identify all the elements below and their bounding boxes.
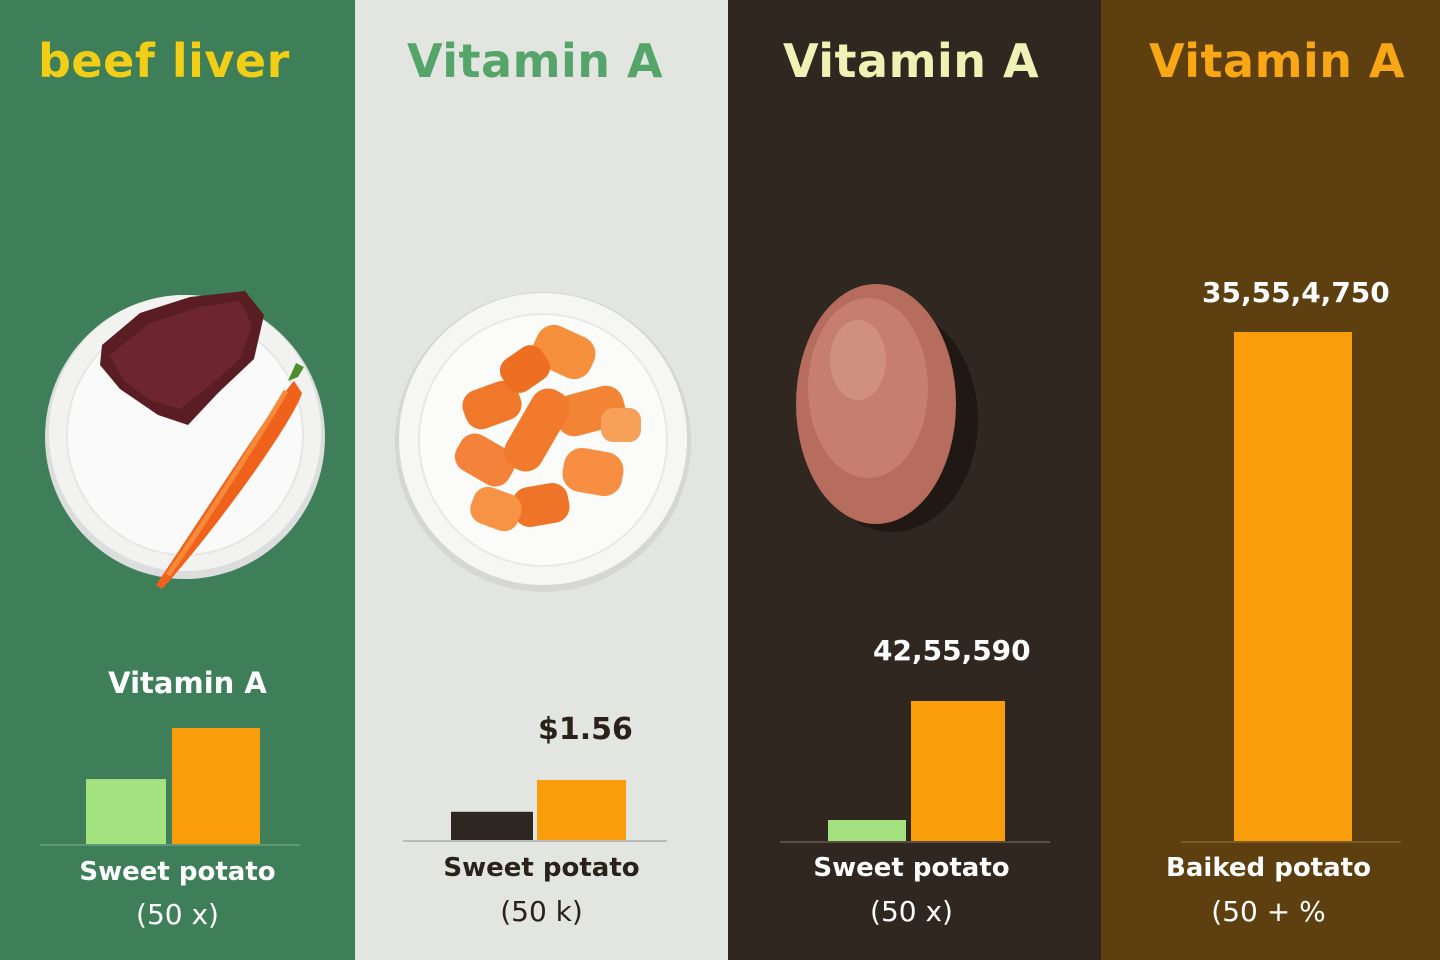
beef-liver-and-carrot-plate-image xyxy=(45,291,325,589)
panel-title: Vitamin A xyxy=(783,34,1040,88)
data-label: 42,55,590 xyxy=(873,634,1031,667)
bar-2 xyxy=(172,728,260,844)
data-label: 35,55,4,750 xyxy=(1202,276,1390,309)
bar-1 xyxy=(828,820,906,841)
chart-subtitle: Vitamin A xyxy=(108,666,267,700)
panel-beef-liver: beef liver Vitamin A Sweet potato (50 x) xyxy=(0,0,355,960)
panel-baked-potato: Vitamin A 35,55,4,750 Baiked potato (50 … xyxy=(1101,0,1440,960)
panel-carrots: Vitamin A $1.56 Sweet potato (50 k) xyxy=(355,0,728,960)
category-note: (50 x) xyxy=(136,898,219,931)
bar-chart xyxy=(40,728,300,846)
bar-1 xyxy=(86,779,166,844)
bar-1 xyxy=(451,811,533,840)
category-label: Sweet potato xyxy=(813,853,1010,883)
bar-2 xyxy=(911,701,1005,841)
panel-sweet-potato: Vitamin A 42,55,590 Sweet potato (50 x) xyxy=(728,0,1101,960)
sweet-potato-image xyxy=(796,284,978,532)
data-label: $1.56 xyxy=(538,712,633,747)
bar-chart xyxy=(403,780,667,842)
bar-2 xyxy=(537,780,626,840)
bar-chart xyxy=(1181,332,1401,843)
bar-chart xyxy=(780,701,1050,843)
category-note: (50 k) xyxy=(500,895,583,928)
panel-title: Vitamin A xyxy=(1149,34,1406,88)
chopped-carrots-plate-image xyxy=(395,292,691,592)
panel-title: Vitamin A xyxy=(407,34,664,88)
category-label: Baiked potato xyxy=(1166,853,1371,883)
category-label: Sweet potato xyxy=(443,853,640,883)
category-note: (50 + % xyxy=(1211,895,1326,928)
category-note: (50 x) xyxy=(870,895,953,928)
panel-title: beef liver xyxy=(38,34,290,88)
bar-1 xyxy=(1234,332,1352,841)
category-label: Sweet potato xyxy=(79,857,276,887)
